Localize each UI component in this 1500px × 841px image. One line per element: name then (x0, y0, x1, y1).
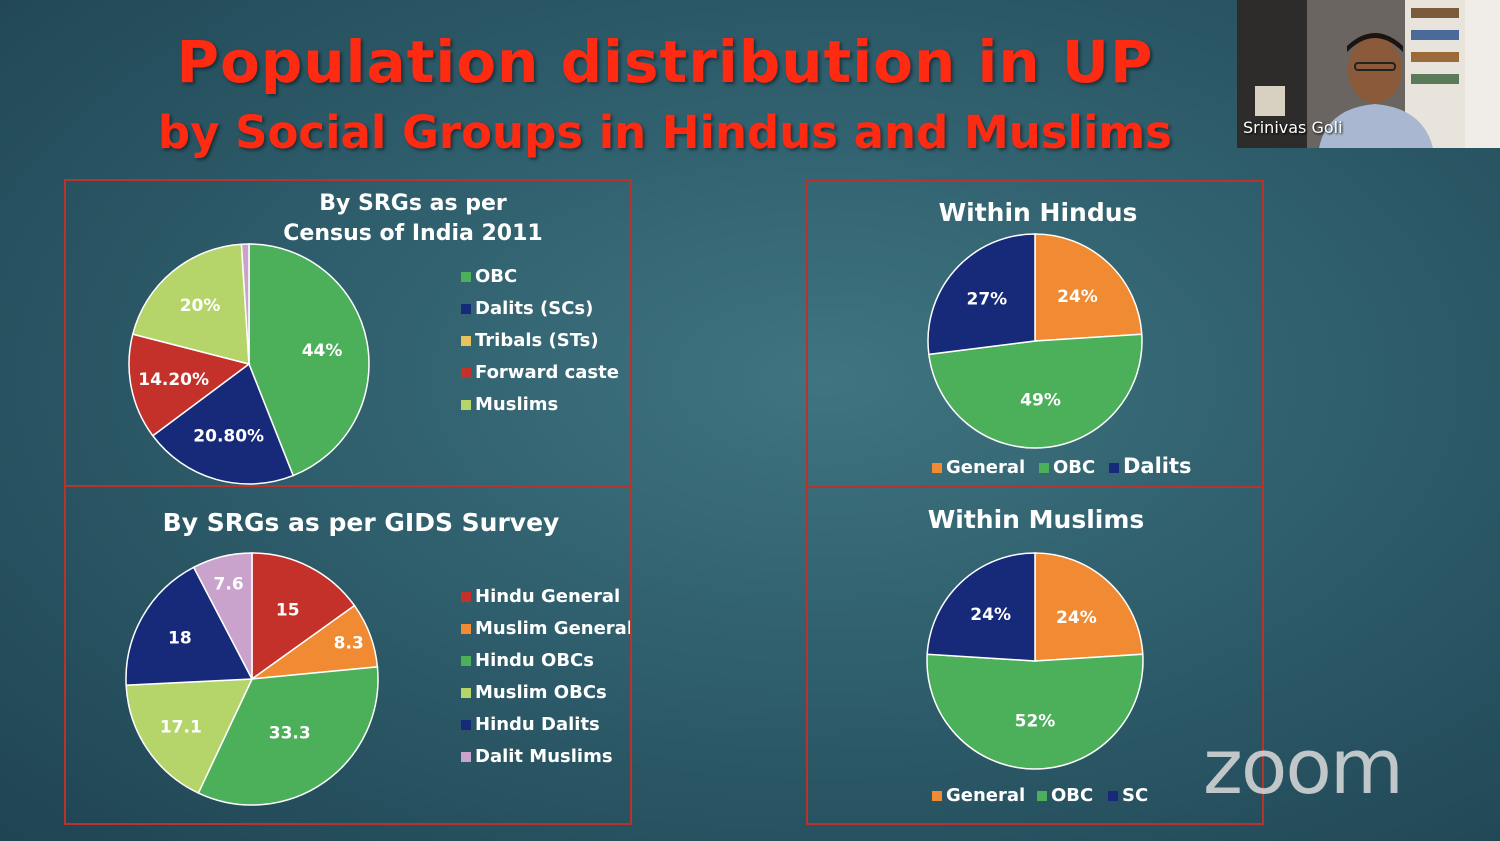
legend-swatch (1108, 791, 1118, 801)
census-pie-chart: By SRGs as per Census of India 2011 44% 2… (128, 191, 619, 485)
gids-pie-chart: By SRGs as per GIDS Survey 15 8.3 33.3 17.1… (125, 508, 633, 806)
census-legend: OBC Dalits (SCs) Tribals (STs) Forward cast… (461, 266, 619, 415)
legend-swatch (461, 624, 471, 634)
census-pie: 44% 20.80% 14.20% 20% (128, 243, 370, 485)
legend-label: Hindu Dalits (475, 714, 600, 735)
pie-data-label: 24% (970, 605, 1011, 625)
legend-swatch (461, 752, 471, 762)
legend-swatch (461, 368, 471, 378)
muslims-chart-panel: Within Muslims 24% 52% 24% General OBC SC (806, 486, 1264, 825)
participant-name-label: Srinivas Goli (1243, 118, 1343, 137)
legend-swatch (461, 688, 471, 698)
legend-label: SC (1122, 785, 1148, 806)
legend-label: OBC (1053, 457, 1095, 478)
pie-slice-tribals-sts (240, 243, 250, 365)
legend-label: Hindu OBCs (475, 650, 594, 671)
chart-title-line-2: Census of India 2011 (283, 221, 542, 246)
pie-data-label: 15 (276, 601, 300, 621)
pie-slice-hindu-obcs (197, 666, 379, 806)
pie-data-label: 7.6 (214, 575, 244, 595)
pie-slice-dalits (927, 233, 1036, 356)
chart-title: Within Muslims (928, 505, 1145, 534)
legend-swatch (1039, 463, 1049, 473)
muslims-pie-chart: Within Muslims 24% 52% 24% General OBC SC (926, 505, 1148, 806)
pie-data-label: 20.80% (193, 427, 264, 447)
pie-slice-forward-caste (128, 333, 251, 437)
pie-data-label: 27% (966, 290, 1007, 310)
legend-label: General (946, 457, 1025, 478)
pie-slice-obc (926, 653, 1144, 770)
legend-swatch (461, 592, 471, 602)
pie-slice-obc (928, 333, 1143, 449)
hindus-pie: 24% 49% 27% (927, 233, 1143, 449)
legend-label: Tribals (STs) (475, 330, 599, 351)
legend-swatch (932, 463, 942, 473)
pie-data-label: 8.3 (334, 634, 364, 654)
census-chart-panel: By SRGs as per Census of India 2011 44% 2… (64, 179, 632, 487)
chart-title-line-1: By SRGs as per (319, 191, 507, 216)
legend-label: Muslim OBCs (475, 682, 607, 703)
legend-label: OBC (1051, 785, 1093, 806)
legend-label: Dalits (1123, 454, 1192, 478)
zoom-watermark-logo: zoom (1203, 722, 1404, 811)
pie-slice-dalit-muslims (192, 552, 253, 680)
pie-slice-hindu-general (251, 552, 356, 681)
participant-video-tile[interactable]: Srinivas Goli (1237, 0, 1500, 148)
legend-label: Muslim General (475, 618, 630, 639)
pie-slice-dalits-scs (151, 362, 295, 485)
pie-data-label: 24% (1057, 287, 1098, 307)
gids-chart-panel: By SRGs as per GIDS Survey 15 8.3 33.3 17.1… (64, 485, 633, 825)
legend-label: OBC (475, 266, 517, 287)
muslims-pie: 24% 52% 24% (926, 552, 1144, 770)
pie-data-label: 18 (168, 629, 192, 649)
pie-data-label: 33.3 (269, 724, 311, 744)
legend-swatch (461, 336, 471, 346)
hindus-chart-panel: Within Hindus 24% 49% 27% General OBC Dalits (806, 180, 1264, 488)
chart-title: By SRGs as per GIDS Survey (163, 508, 560, 537)
legend-label: Hindu General (475, 586, 620, 607)
pie-data-label: 49% (1020, 391, 1061, 411)
legend-swatch (461, 304, 471, 314)
legend-label: Dalit Muslims (475, 746, 613, 767)
gids-pie: 15 8.3 33.3 17.1 18 7.6 (125, 552, 379, 806)
legend-label: Dalits (SCs) (475, 298, 593, 319)
pie-slice-sc (926, 552, 1036, 662)
pie-slice-muslims (131, 243, 250, 365)
legend-swatch (461, 272, 471, 282)
gids-legend: Hindu General Muslim General Hindu OBCs Mus… (461, 586, 633, 767)
pie-data-label: 20% (180, 296, 221, 316)
pie-data-label: 14.20% (138, 370, 209, 390)
legend-swatch (1037, 791, 1047, 801)
legend-label: General (946, 785, 1025, 806)
muslims-legend: General OBC SC (932, 785, 1148, 806)
slide-subtitle: by Social Groups in Hindus and Muslims (157, 106, 1173, 159)
pie-data-label: 17.1 (160, 718, 202, 738)
pie-slice-muslim-obcs (125, 678, 254, 795)
slide-title: Population distribution in UP (176, 28, 1154, 96)
legend-swatch (461, 720, 471, 730)
legend-swatch (461, 400, 471, 410)
legend-swatch (932, 791, 942, 801)
hindus-legend: General OBC Dalits (932, 454, 1192, 478)
chart-title: Within Hindus (939, 198, 1138, 227)
pie-slice-hindu-dalits (125, 566, 254, 686)
pie-slice-general (1034, 552, 1144, 662)
pie-data-label: 44% (302, 341, 343, 361)
pie-data-label: 24% (1056, 608, 1097, 628)
participant-video-image (1237, 0, 1500, 148)
legend-label: Muslims (475, 394, 558, 415)
legend-label: Forward caste (475, 362, 619, 383)
pie-slice-obc (248, 243, 370, 477)
pie-data-label: 52% (1015, 711, 1056, 731)
hindus-pie-chart: Within Hindus 24% 49% 27% General OBC Dalits (927, 198, 1192, 478)
legend-swatch (461, 656, 471, 666)
legend-swatch (1109, 463, 1119, 473)
pie-slice-general (1034, 233, 1143, 342)
